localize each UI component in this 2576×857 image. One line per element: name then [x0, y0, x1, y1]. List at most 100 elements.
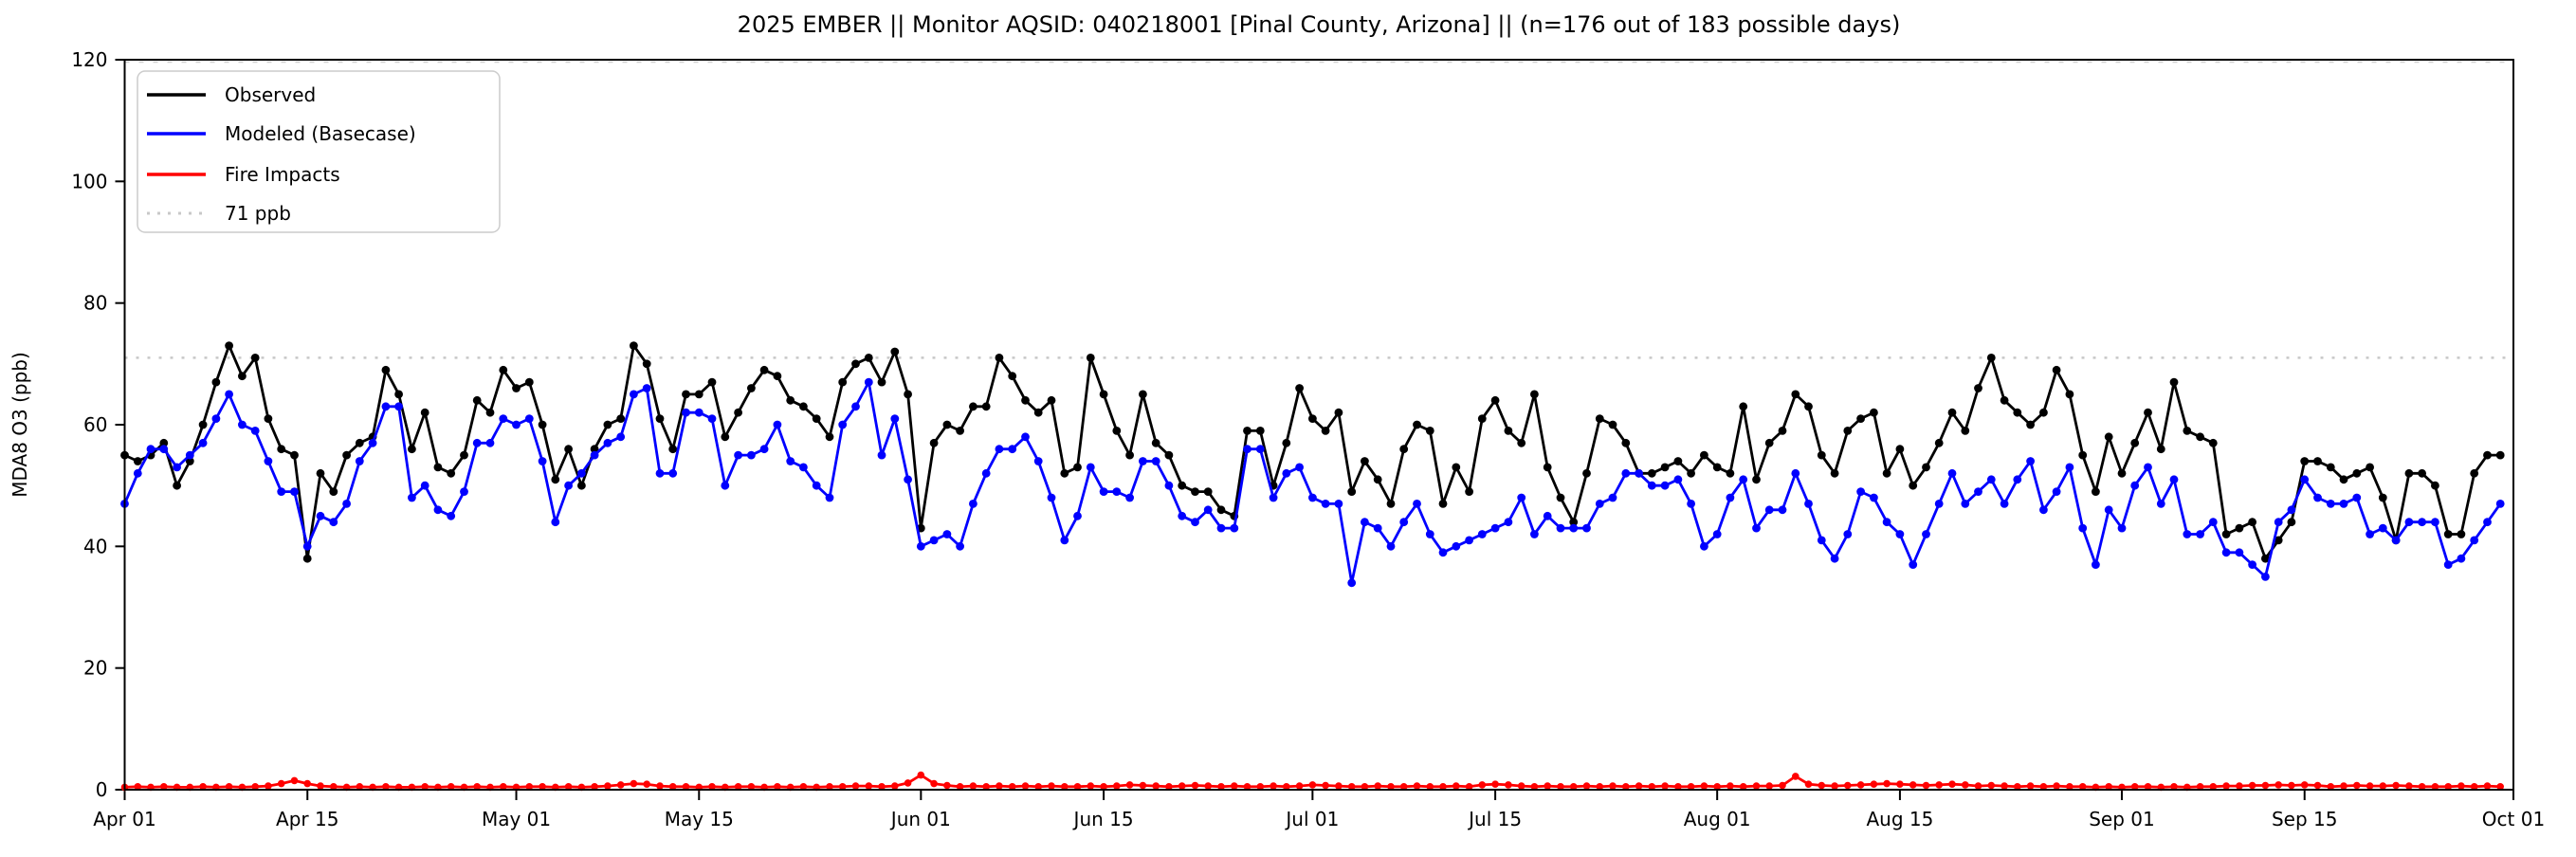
series-fire-impacts-marker [1008, 783, 1016, 791]
series-modeled-basecase-marker [851, 402, 860, 411]
series-modeled-basecase-marker [2052, 487, 2061, 496]
series-fire-impacts-marker [317, 782, 324, 790]
series-fire-impacts-marker [682, 783, 690, 791]
series-observed-marker [2274, 536, 2283, 545]
series-observed-marker [2196, 432, 2205, 442]
series-modeled-basecase-marker [929, 536, 939, 545]
series-fire-impacts-marker [1987, 781, 1996, 790]
series-modeled-basecase-marker [1191, 518, 1199, 527]
plot-spines [123, 59, 2514, 791]
series-observed-marker [1282, 438, 1291, 447]
series-observed-marker [2352, 468, 2362, 478]
series-observed-marker [2156, 445, 2165, 454]
x-tick-label: Aug 15 [1866, 808, 1933, 830]
series-fire-impacts-marker [668, 783, 677, 791]
series-modeled-basecase-marker [981, 468, 991, 478]
series-observed-marker [1804, 402, 1813, 411]
series-observed-marker [1295, 384, 1304, 392]
series-observed-marker [2404, 468, 2414, 478]
series-observed-marker [1073, 463, 1082, 472]
series-fire-impacts-marker [1073, 783, 1082, 791]
series-modeled-basecase-marker [2104, 505, 2113, 515]
series-fire-impacts-marker [2222, 782, 2230, 790]
series-observed-marker [1764, 438, 1774, 447]
series-fire-impacts-marker [2366, 782, 2374, 790]
series-modeled-basecase-marker [1164, 481, 1174, 490]
series-modeled-basecase-marker [1752, 523, 1761, 533]
series-fire-impacts-marker [2392, 781, 2400, 790]
x-tick-label: Jul 01 [1284, 808, 1339, 830]
series-modeled-basecase-marker [1125, 493, 1134, 502]
series-observed-marker [394, 390, 403, 399]
series-fire-impacts-marker [865, 782, 873, 790]
series-observed-marker [838, 377, 848, 387]
series-observed-marker [1895, 445, 1905, 454]
series-observed-marker [825, 432, 834, 442]
series-fire-impacts-marker [2327, 783, 2335, 791]
series-modeled-basecase-marker [211, 414, 221, 423]
series-observed-marker [1870, 408, 1878, 417]
series-observed-marker [1139, 390, 1147, 399]
series-modeled-basecase-marker [2235, 548, 2244, 557]
series-fire-impacts-marker [996, 782, 1003, 790]
series-modeled-basecase-marker [1895, 530, 1905, 538]
series-modeled-basecase-marker [1386, 541, 1396, 551]
series-observed-marker [2287, 518, 2296, 527]
series-modeled-basecase-marker [564, 481, 573, 490]
series-fire-impacts-marker [1505, 781, 1512, 789]
series-observed-marker [198, 420, 208, 429]
series-fire-impacts-marker [1374, 782, 1381, 790]
series-observed-marker [1582, 468, 1591, 478]
series-modeled-basecase-marker [1216, 523, 1226, 533]
series-fire-impacts-marker [747, 783, 756, 791]
series-observed-marker [355, 438, 364, 447]
series-modeled-basecase-marker [2026, 457, 2036, 465]
series-observed-marker [538, 420, 547, 429]
series-modeled-basecase-marker [447, 511, 456, 520]
series-modeled-basecase-marker [1086, 463, 1095, 472]
series-modeled-basecase-marker [747, 450, 756, 460]
series-fire-impacts-marker [2209, 783, 2218, 791]
series-modeled-basecase-marker [1438, 548, 1448, 557]
x-tick-label: Apr 15 [276, 808, 338, 830]
series-observed-marker [616, 414, 626, 423]
series-modeled-basecase-marker [2130, 481, 2140, 490]
series-fire-impacts-marker [2066, 783, 2074, 791]
series-observed-marker [1399, 445, 1409, 454]
series-fire-impacts-marker [1856, 781, 1865, 789]
series-fire-impacts-marker [1557, 783, 1564, 791]
series-observed-marker [747, 384, 756, 392]
series-observed-marker [447, 468, 456, 478]
series-observed-marker [2443, 530, 2453, 538]
series-modeled-basecase-marker [538, 457, 547, 465]
series-fire-impacts-marker [1596, 783, 1604, 791]
series-modeled-basecase-marker [1008, 445, 1017, 454]
series-fire-impacts-marker [1387, 783, 1395, 791]
x-tick-label: May 01 [482, 808, 551, 830]
series-modeled-basecase-marker [1635, 468, 1643, 478]
series-observed-marker [250, 354, 260, 362]
series-modeled-basecase-marker [1582, 523, 1591, 533]
series-modeled-basecase-marker [1504, 518, 1513, 527]
series-observed-marker [1203, 487, 1213, 496]
series-observed-marker [799, 402, 808, 411]
series-modeled-basecase-marker [759, 445, 769, 454]
series-fire-impacts-marker [1896, 780, 1904, 788]
series-observed-marker [485, 408, 495, 417]
series-observed-marker [1099, 390, 1108, 399]
series-fire-impacts-marker [2300, 781, 2309, 789]
series-modeled-basecase-marker [942, 530, 952, 538]
series-observed-marker [2339, 475, 2348, 484]
series-fire-impacts-marker [1569, 783, 1578, 791]
series-modeled-basecase-marker [2378, 523, 2387, 533]
series-fire-impacts-marker [1021, 782, 1030, 790]
series-observed-marker [630, 341, 638, 350]
x-tick-label: Jun 01 [889, 808, 951, 830]
series-observed-marker [159, 438, 169, 447]
series-modeled-basecase-marker [1347, 578, 1357, 588]
series-modeled-basecase-marker [1021, 432, 1030, 442]
series-fire-impacts-marker [199, 783, 207, 791]
series-modeled-basecase-marker [499, 414, 508, 423]
series-fire-impacts-marker [1452, 782, 1460, 790]
series-observed-marker [2013, 408, 2022, 417]
